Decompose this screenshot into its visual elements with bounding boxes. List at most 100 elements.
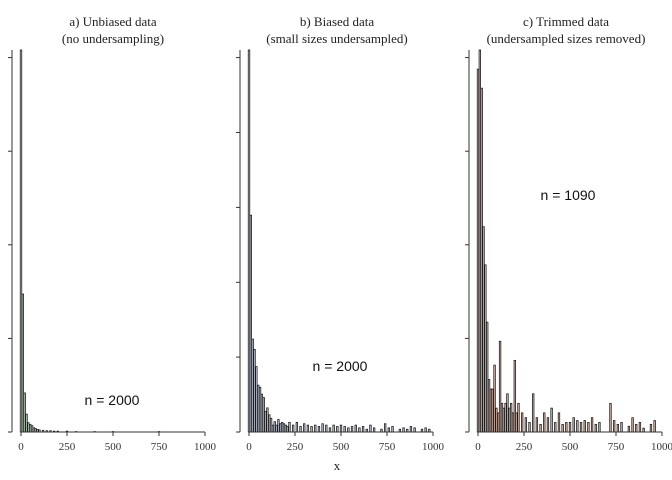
histogram-bar	[497, 412, 500, 433]
sample-size-label: n = 2000	[85, 392, 140, 408]
histogram-bar	[500, 402, 504, 433]
histogram-bar	[253, 349, 256, 433]
x-axis-label: x	[334, 458, 341, 473]
histogram-bar	[251, 338, 254, 433]
histogram-bar	[502, 407, 505, 433]
histogram-bar	[476, 68, 480, 433]
histogram-bar	[358, 427, 361, 433]
histogram-bar	[550, 407, 553, 433]
histogram-bar	[29, 423, 32, 433]
histogram-bar	[482, 226, 485, 433]
histogram-bar	[511, 412, 515, 433]
x-tick-label: 1000	[651, 441, 672, 453]
histogram-bar	[613, 420, 616, 433]
histogram-bar	[286, 426, 289, 433]
histogram-bar	[19, 49, 23, 433]
x-tick-label: 0	[18, 441, 24, 453]
histogram-bar	[282, 423, 286, 433]
histogram-bar	[339, 424, 343, 433]
histogram-bar	[521, 412, 524, 433]
histogram-bar	[303, 423, 306, 433]
histogram-bar	[262, 397, 265, 433]
histogram-bar	[269, 417, 273, 433]
histogram-bar	[275, 424, 278, 433]
histogram-bar	[409, 426, 413, 433]
histogram-bar	[25, 413, 28, 433]
panel-title: b) Biased data	[300, 14, 375, 29]
histogram-bar	[255, 366, 258, 433]
histogram-bar	[653, 420, 656, 433]
histogram-bar	[554, 422, 557, 433]
histogram-bar	[264, 410, 267, 433]
histogram-bar	[402, 427, 405, 433]
histogram-bar	[321, 423, 324, 433]
histogram-bar	[258, 386, 262, 433]
panel-subtitle: (small sizes undersampled)	[266, 31, 408, 46]
histogram-bar	[598, 422, 601, 433]
histogram-bar	[369, 424, 372, 433]
histogram-bar	[336, 426, 339, 433]
histogram-bar	[280, 421, 284, 433]
histogram-bar	[506, 393, 509, 433]
histogram-bar	[279, 423, 282, 433]
panel-subtitle: (no undersampling)	[62, 31, 164, 46]
histogram-bar	[635, 423, 638, 433]
x-tick-label: 250	[287, 441, 304, 453]
histogram-bar	[627, 425, 631, 433]
histogram-bar	[513, 359, 516, 433]
histogram-bar	[32, 427, 36, 433]
histogram-bar	[491, 388, 494, 433]
histogram-bar	[295, 421, 298, 433]
histogram-bar	[579, 422, 583, 433]
histogram-bar	[277, 419, 280, 433]
histogram-bar	[631, 417, 634, 433]
histogram-bar	[616, 423, 620, 433]
histogram-bar	[590, 417, 594, 433]
histogram-bar	[568, 422, 572, 433]
histogram-bar	[387, 427, 390, 433]
histogram-bar	[361, 426, 365, 433]
x-tick-label: 250	[516, 441, 533, 453]
x-tick-label: 0	[246, 441, 252, 453]
histogram-bar	[504, 402, 507, 433]
histogram-bar	[480, 87, 483, 433]
x-tick-label: 500	[562, 441, 579, 453]
bars	[476, 49, 656, 433]
histogram-bar	[572, 417, 575, 433]
panel-title: a) Unbiased data	[69, 14, 157, 29]
x-tick-label: 750	[151, 441, 168, 453]
histogram-bar	[535, 417, 539, 433]
histogram-bar	[498, 340, 502, 433]
x-tick-label: 250	[59, 441, 76, 453]
histogram-bar	[620, 422, 623, 433]
x-tick-label: 1000	[422, 441, 445, 453]
sample-size-label: n = 1090	[541, 187, 596, 203]
histogram-bar	[354, 424, 357, 433]
histogram-bar	[30, 425, 34, 433]
histogram-bar	[495, 407, 498, 433]
histogram-bar	[508, 407, 511, 433]
histogram-bar	[539, 423, 542, 433]
histogram-bar	[273, 421, 276, 433]
histogram-bar	[23, 392, 26, 433]
x-tick-label: 500	[105, 441, 122, 453]
histogram-bar	[314, 424, 317, 433]
histogram-bar	[478, 49, 481, 433]
histogram-bar	[288, 421, 291, 433]
x-tick-label: 0	[475, 441, 481, 453]
x-tick-label: 750	[608, 441, 625, 453]
histogram-bar	[424, 427, 427, 433]
panel-title: c) Trimmed data	[523, 14, 609, 29]
histogram-bar	[587, 422, 590, 433]
bars	[247, 49, 431, 433]
histogram-bar	[532, 393, 535, 433]
x-tick-label: 750	[379, 441, 396, 453]
histogram-bar	[576, 420, 579, 433]
panel-biased: b) Biased data (small sizes undersampled…	[236, 14, 445, 453]
histogram-bar	[557, 412, 561, 433]
histogram-bar	[325, 424, 328, 433]
axes: 0 250 500 750 1000	[465, 50, 672, 453]
histogram-bar	[565, 422, 568, 433]
histogram-bar	[310, 426, 313, 433]
